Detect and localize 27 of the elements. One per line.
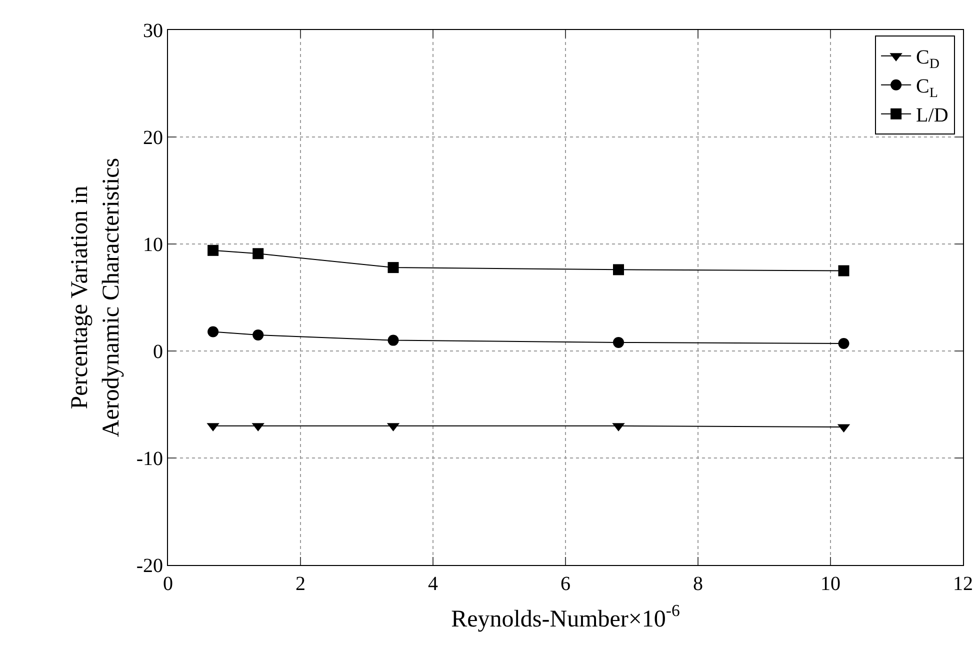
x-tick-label: 12 [953,573,973,595]
point [252,329,264,340]
legend-label: C$_{D}$ [916,46,940,72]
y-tick-label: 30 [143,20,163,42]
y-axis-title: Percentage Variation in Aerodynamic Characteristics [67,158,124,438]
x-tick-label: 8 [693,573,703,595]
y-tick-label: 0 [153,341,163,363]
legend-label: L/D [916,104,948,127]
x-tick-label: 4 [428,573,438,595]
point [388,262,399,274]
x-tick-label: 2 [296,573,306,595]
legend-label: C$_{L}$ [916,76,938,101]
y-tick-label: 10 [143,234,163,256]
point [838,338,850,350]
point [208,244,219,256]
y-tick-label: -10 [136,448,163,470]
point [208,326,219,338]
x-tick-label: 6 [560,573,570,595]
point [613,336,624,348]
y-tick-label: -20 [136,555,163,577]
point [252,248,264,260]
point [388,334,399,346]
point [838,265,850,276]
point [613,264,624,276]
y-tick-label: 20 [143,127,163,149]
x-tick-label: 10 [820,573,840,595]
x-axis-title: Reynolds-Number×10$^{-6}$ [451,601,680,632]
